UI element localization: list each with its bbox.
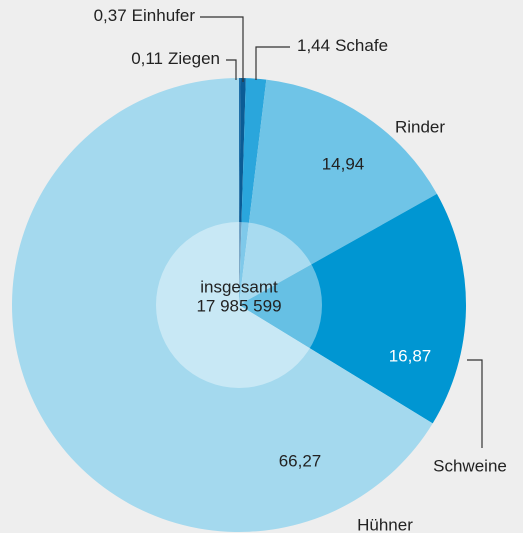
category-label: Hühner xyxy=(357,515,413,533)
pie-slice xyxy=(239,193,466,424)
category-label: Ziegen xyxy=(168,49,220,68)
pie-slice xyxy=(239,78,246,305)
leader-line xyxy=(200,16,244,82)
value-label: 16,87 xyxy=(389,346,432,365)
center-label: insgesamt xyxy=(200,277,278,296)
value-label: 66,27 xyxy=(279,451,322,470)
value-label: 0,11 xyxy=(131,49,163,68)
category-label: Schafe xyxy=(335,36,388,55)
slice-label: 1,44 Schafe xyxy=(297,36,388,55)
pie-slice xyxy=(239,79,437,305)
value-label: 1,44 xyxy=(297,36,330,55)
leader-line xyxy=(255,46,290,80)
category-label: Schweine xyxy=(433,456,507,475)
value-label: 0,37 xyxy=(94,6,127,25)
value-label: 14,94 xyxy=(322,154,365,173)
pie-slice xyxy=(11,78,433,532)
category-label: Rinder xyxy=(395,117,445,136)
center-value: 17 985 599 xyxy=(196,296,281,315)
slice-label: 0,11 Ziegen xyxy=(131,49,220,68)
pie-slice xyxy=(239,78,267,305)
slice-label: 0,37 Einhufer xyxy=(94,6,196,25)
leader-line xyxy=(467,359,483,448)
pie-slice xyxy=(239,78,241,305)
category-label: Einhufer xyxy=(132,6,196,25)
leader-line xyxy=(226,59,237,80)
center-circle xyxy=(156,222,322,388)
